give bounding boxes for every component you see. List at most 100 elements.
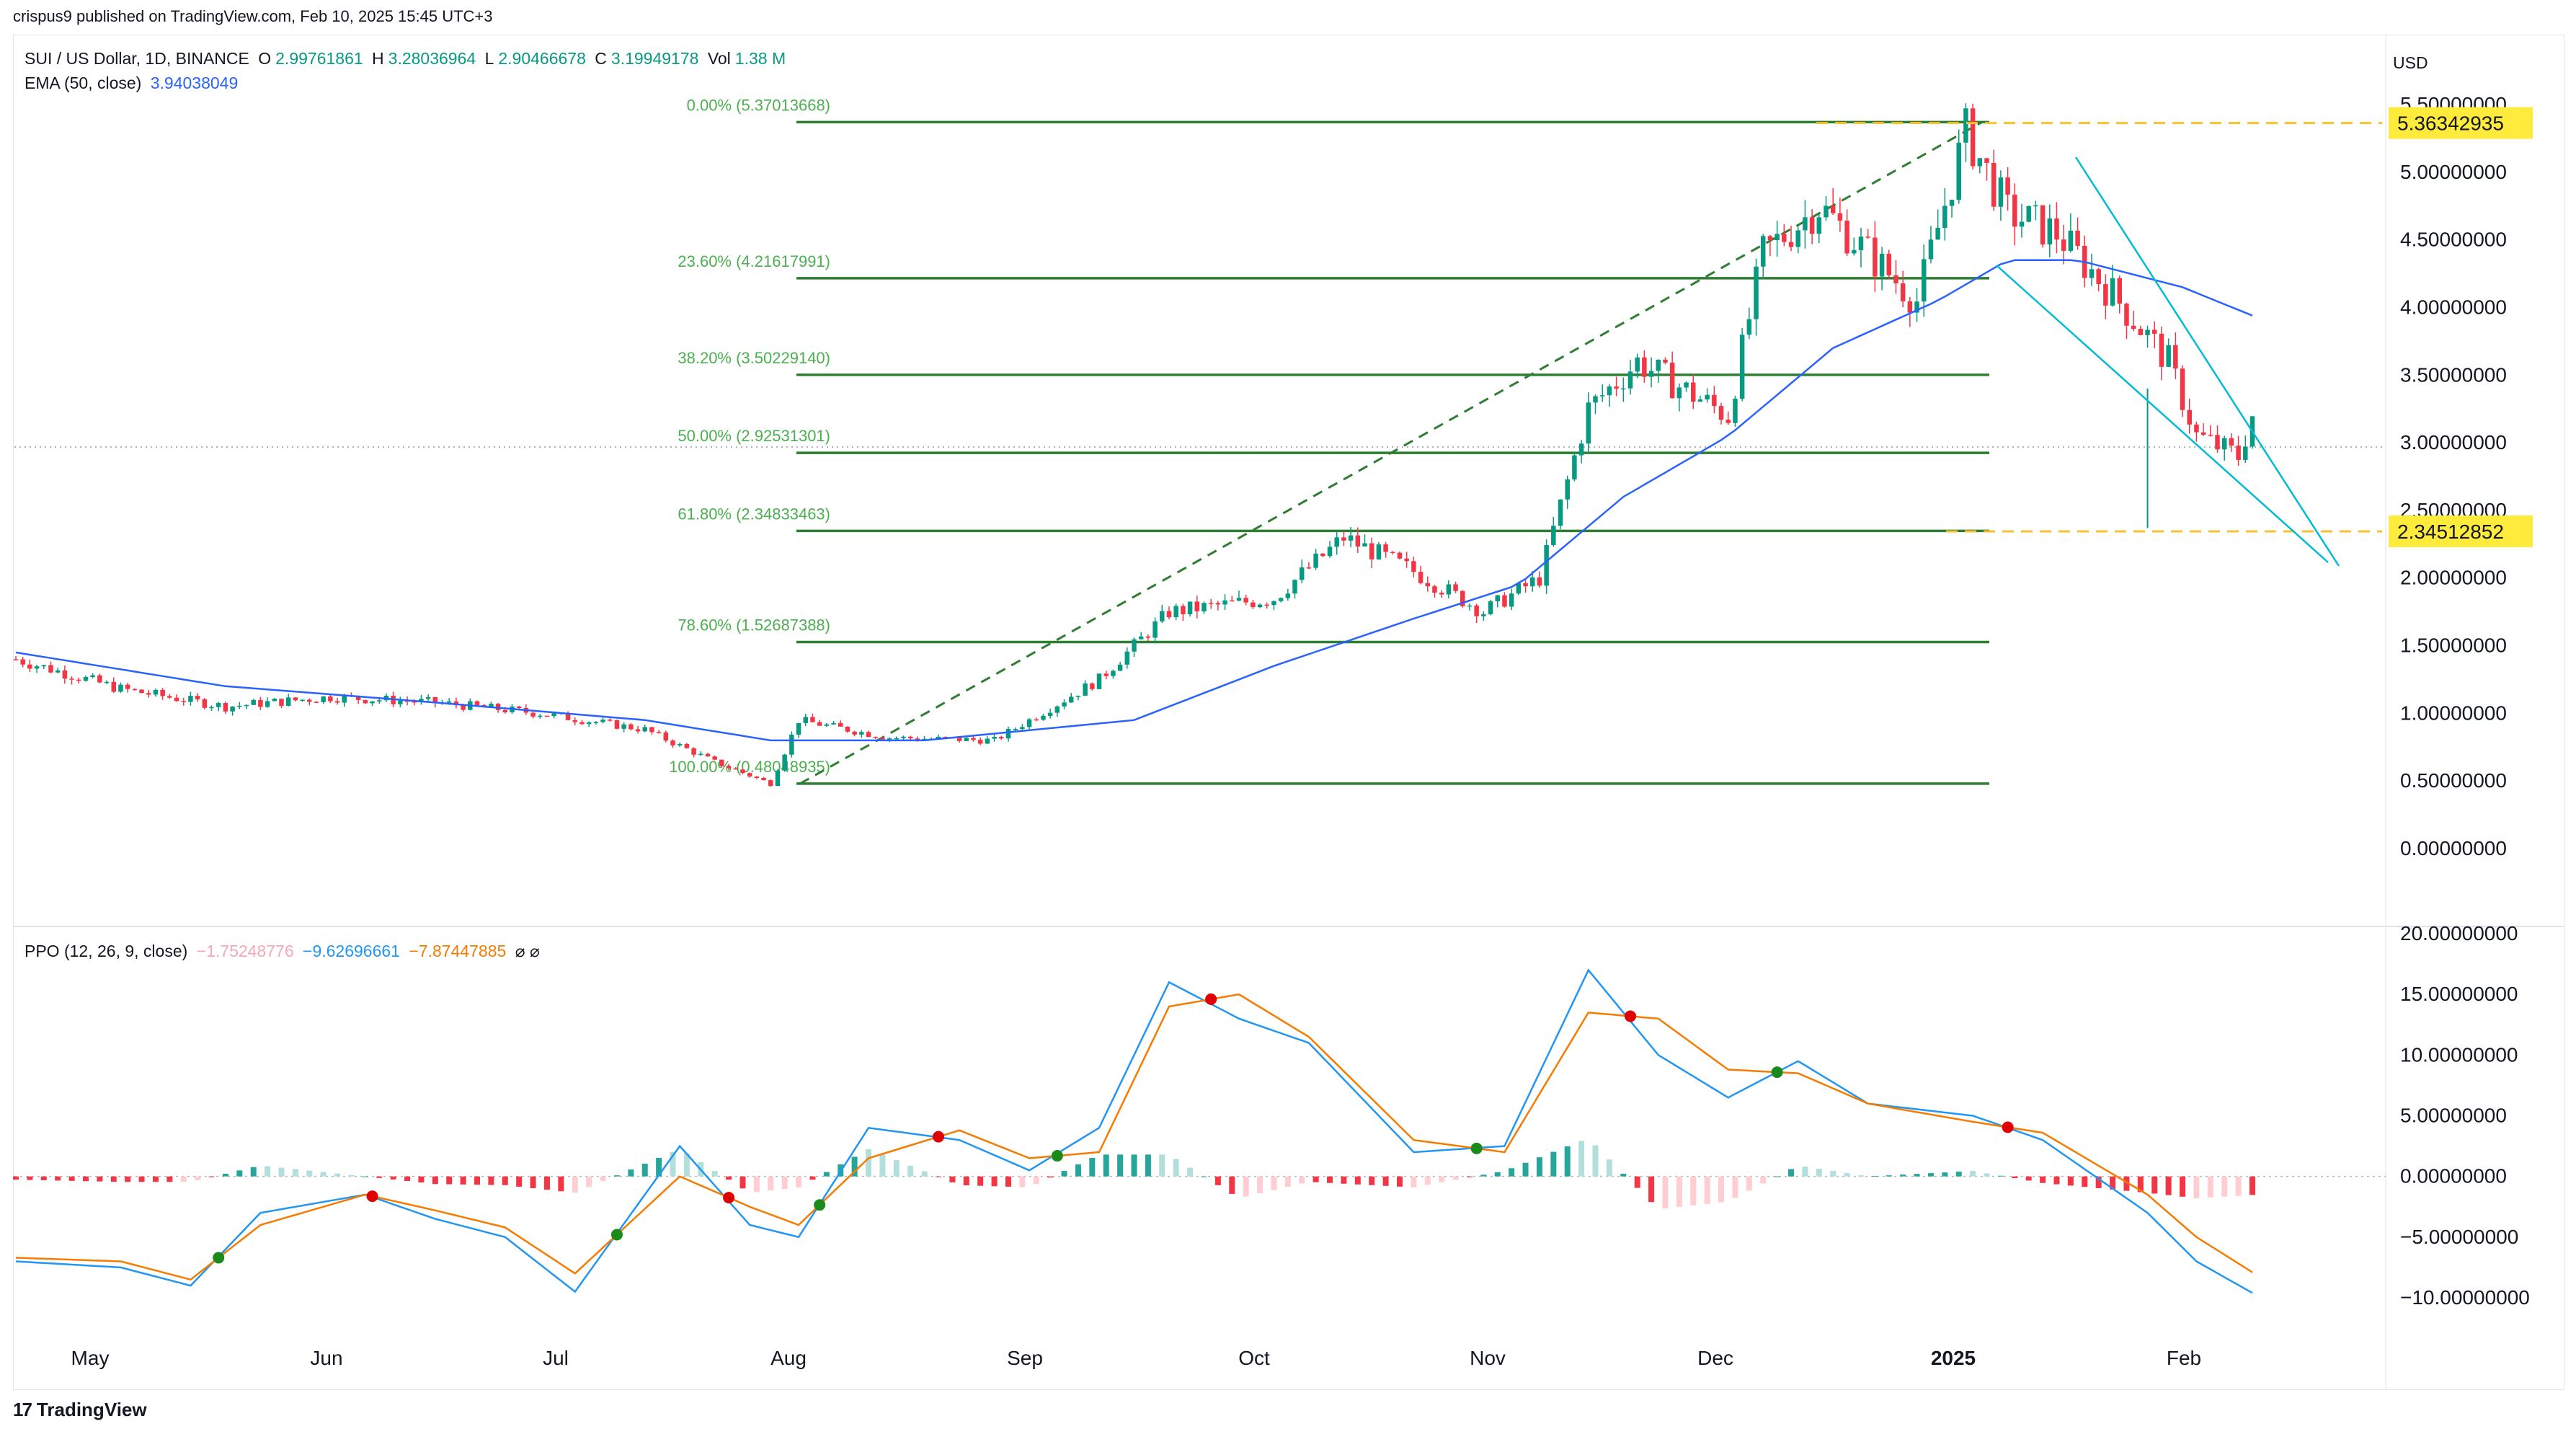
candle-body	[565, 712, 571, 720]
ppo-histogram-bar	[2110, 1176, 2116, 1190]
ppo-histogram-bar	[1145, 1154, 1151, 1177]
ppo-histogram-bar	[68, 1176, 75, 1181]
candle-body	[146, 693, 151, 695]
candle-body	[1586, 402, 1591, 444]
candle-body	[1446, 584, 1452, 595]
cross-signal-dot	[932, 1131, 944, 1143]
candle-body	[314, 702, 319, 703]
candle-body	[1313, 553, 1318, 568]
candle-body	[1166, 611, 1172, 618]
candle-body	[1803, 217, 1808, 231]
candle-body	[1474, 605, 1479, 616]
candle-body	[1599, 395, 1605, 397]
ppo-histogram-bar	[1173, 1159, 1179, 1177]
candle-body	[1558, 499, 1563, 526]
ppo-hist-value: −1.75248776	[196, 942, 294, 960]
candle-body	[1090, 683, 1095, 689]
candle-body	[1013, 729, 1018, 730]
candle-body	[2145, 329, 2150, 335]
candle-body	[2236, 446, 2241, 460]
visibility-icon[interactable]: ⌀ ⌀	[515, 942, 540, 960]
ppo-histogram-bar	[1732, 1176, 1738, 1198]
candle-body	[328, 696, 333, 702]
ppo-histogram-bar	[2012, 1176, 2018, 1179]
ppo-histogram-bar	[2235, 1176, 2242, 1196]
candle-body	[216, 703, 221, 707]
symbol-name[interactable]: SUI / US Dollar, 1D, BINANCE	[25, 49, 249, 68]
cross-signal-dot	[1205, 993, 1217, 1005]
ppo-histogram-bar	[334, 1173, 341, 1177]
drawings	[1816, 122, 2382, 567]
ppo-histogram-bar	[502, 1176, 508, 1185]
candle-body	[2221, 438, 2227, 450]
ppo-histogram-bar	[1424, 1176, 1431, 1185]
candle-body	[1760, 236, 1766, 267]
candle-body	[1718, 406, 1724, 420]
time-tick-label: Jul	[543, 1347, 569, 1369]
support-price-badge	[2389, 515, 2533, 547]
currency-label[interactable]: USD	[2393, 53, 2428, 72]
candle-body	[579, 722, 585, 725]
ppo-histogram-bar	[222, 1173, 228, 1177]
ppo-histogram-bar	[893, 1160, 900, 1177]
candle-body	[502, 709, 508, 712]
ppo-histogram-bar	[1830, 1171, 1836, 1177]
candle-body	[1041, 715, 1046, 720]
ppo-histogram-bar	[1857, 1175, 1864, 1177]
candle-body	[1921, 259, 1927, 302]
ppo-histogram-bar	[348, 1174, 355, 1177]
time-axis: May Jun Jul Aug Sep Oct Nov Dec 2025 Feb	[71, 1347, 2202, 1369]
candle-body	[698, 753, 703, 756]
candle-body	[90, 675, 95, 677]
candle-body	[1230, 600, 1235, 602]
candle-body	[1054, 706, 1060, 713]
ppo-histogram-bar	[683, 1153, 690, 1177]
candle-body	[985, 738, 990, 744]
candle-body	[1844, 221, 1849, 254]
candle-body	[551, 713, 556, 717]
candle-body	[2040, 205, 2046, 245]
candle-body	[2173, 345, 2178, 369]
candle-body	[293, 697, 298, 701]
ppo-pane	[13, 968, 2255, 1294]
candle-body	[1194, 601, 1200, 611]
candle-body	[859, 732, 864, 735]
ppo-histogram-bar	[1900, 1174, 1906, 1177]
ppo-histogram-bar	[1746, 1176, 1752, 1191]
candle-body	[1886, 253, 1892, 275]
ppo-histogram-bar	[1005, 1176, 1011, 1187]
ppo-label[interactable]: PPO (12, 26, 9, close)	[25, 942, 188, 960]
ema-label[interactable]: EMA (50, close)	[25, 74, 142, 92]
time-tick-label: 2025	[1931, 1347, 1976, 1369]
close-value: 3.19949178	[610, 49, 699, 68]
candle-body	[1578, 443, 1584, 456]
candle-body	[1341, 537, 1346, 541]
candle-body	[1306, 567, 1312, 569]
ppo-histogram-bar	[110, 1176, 117, 1182]
candle-body	[629, 724, 634, 730]
ppo-histogram-bar	[1061, 1171, 1067, 1177]
cross-signal-dot	[723, 1192, 735, 1204]
ppo-histogram-bar	[2095, 1176, 2102, 1189]
candle-body	[1782, 234, 1787, 242]
candle-body	[34, 666, 40, 669]
candle-body	[202, 699, 208, 708]
candle-body	[1383, 544, 1388, 552]
candle-body	[160, 689, 165, 696]
candle-body	[2229, 438, 2234, 446]
ppo-histogram-bar	[613, 1175, 620, 1177]
candle-body	[237, 705, 242, 707]
ppo-histogram-bar	[1439, 1176, 1445, 1182]
candle-body	[1376, 544, 1382, 559]
candle-body	[999, 736, 1004, 739]
price-tick-label: 1.00000000	[2400, 702, 2507, 724]
candle-body	[1648, 371, 1654, 377]
tradingview-logo[interactable]: 17 TradingView	[13, 1399, 147, 1421]
candle-body	[1264, 604, 1269, 606]
candle-body	[1257, 604, 1263, 608]
ppo-line	[15, 968, 2253, 1294]
ppo-histogram-bar	[27, 1176, 33, 1180]
candle-body	[761, 777, 766, 781]
candle-body	[1278, 598, 1284, 601]
candle-body	[691, 748, 696, 755]
